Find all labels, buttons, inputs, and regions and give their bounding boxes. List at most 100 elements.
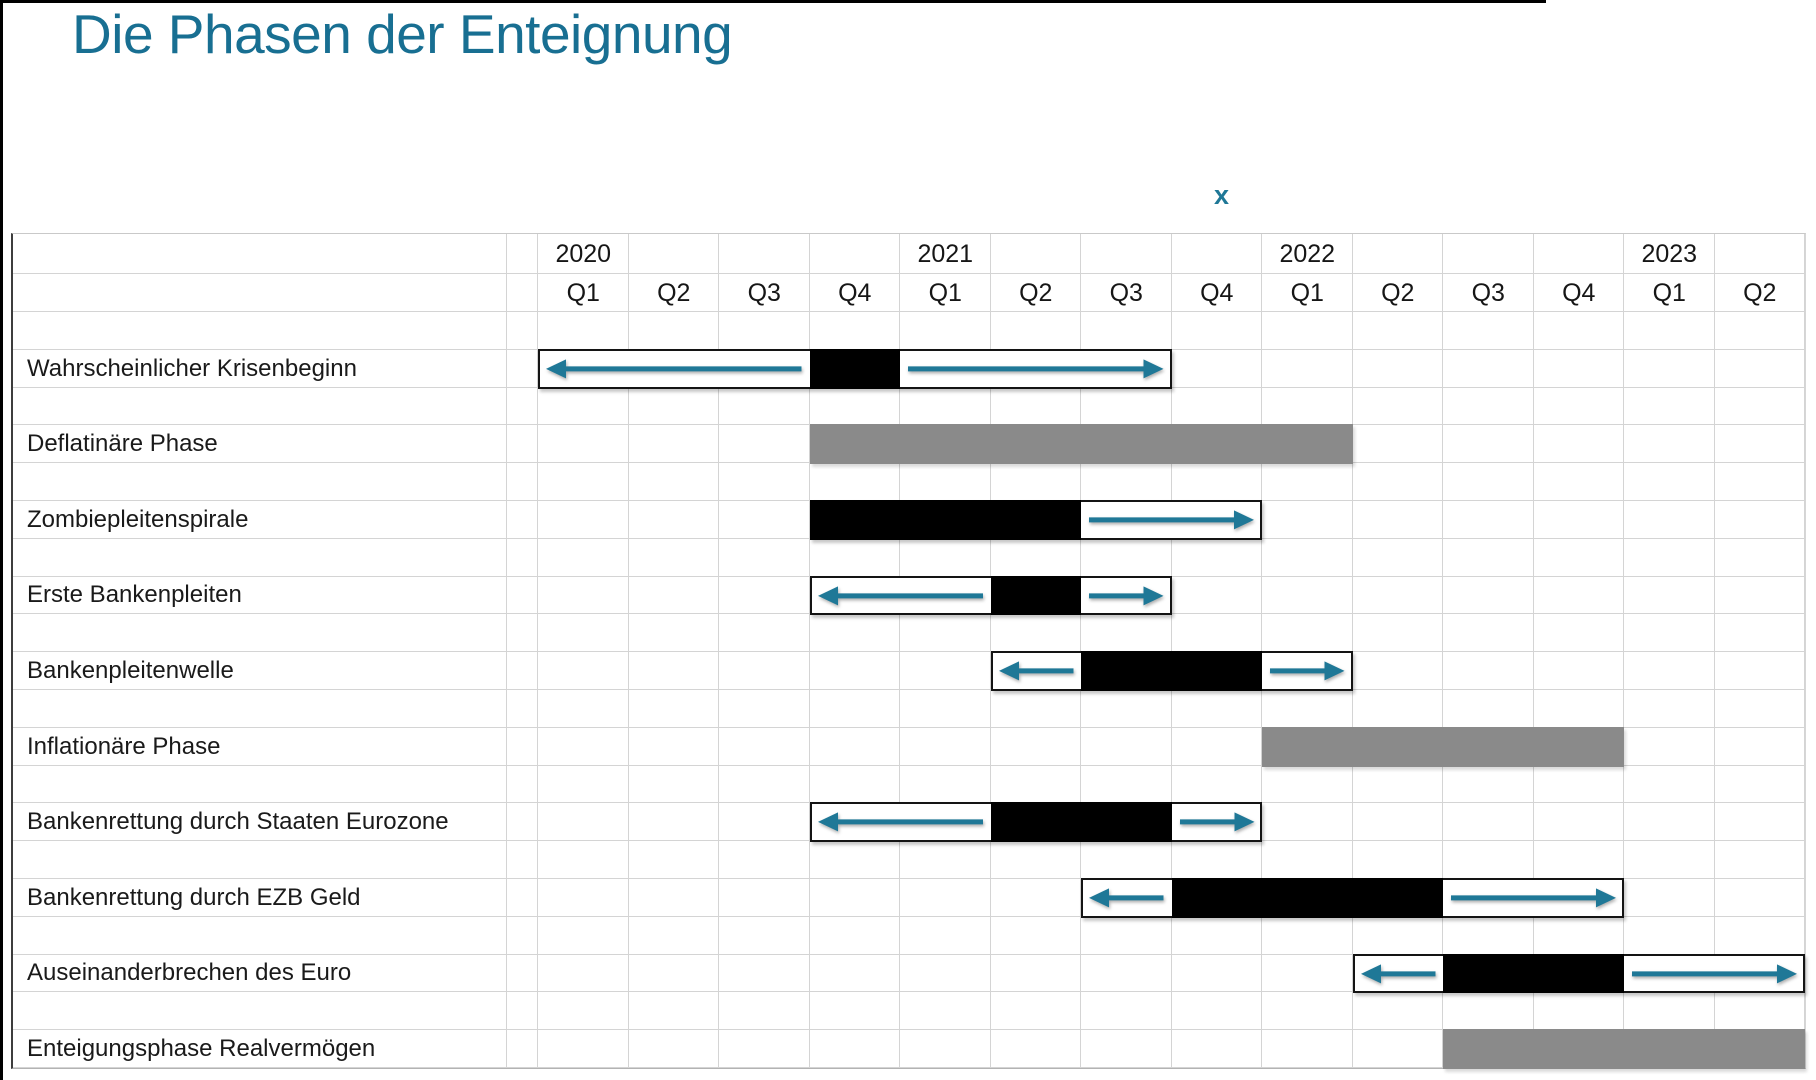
gridline-horizontal	[13, 689, 1805, 690]
gridline-horizontal	[13, 991, 1805, 993]
bar-segment-arrow-left	[810, 804, 991, 840]
right-arrow-icon	[1451, 888, 1616, 908]
quarter-header: Q3	[1471, 278, 1505, 307]
bar-segment-arrow-right	[1172, 804, 1263, 840]
row-label: Bankenrettung durch EZB Geld	[27, 883, 361, 911]
row-label: Enteigungsphase Realvermögen	[27, 1035, 376, 1063]
row-label: Zombiepleitenspirale	[27, 505, 249, 533]
row-label: Wahrscheinlicher Krisenbeginn	[27, 354, 357, 382]
quarter-header: Q1	[928, 278, 962, 307]
left-arrow-icon	[998, 661, 1073, 681]
left-arrow-icon	[546, 359, 802, 379]
quarter-header: Q1	[1290, 278, 1324, 307]
bar-segment-arrow-left	[1353, 956, 1444, 992]
year-header: 2021	[917, 239, 974, 268]
gantt-bar-outlined	[990, 651, 1353, 691]
gridline-horizontal	[13, 1029, 1805, 1031]
bar-segment-black	[809, 348, 900, 389]
bar-segment-arrow-left	[810, 578, 991, 614]
bar-segment-arrow-left	[538, 351, 810, 387]
row-label: Bankenrettung durch Staaten Eurozone	[27, 808, 449, 836]
bar-segment-arrow-right	[1081, 578, 1172, 614]
bar-segment-arrow-right	[1081, 502, 1262, 538]
gridline-horizontal	[13, 1067, 1805, 1068]
gantt-table: 2020 Q1 Q2 Q3 Q4 2021 Q1 Q2 Q3 Q4 2022 Q1 Q2 Q3 Q4 2023…	[11, 233, 1806, 1069]
gantt-bar-outlined	[1081, 878, 1624, 918]
bar-segment-arrow-left	[1081, 880, 1172, 916]
gantt-bar-gray	[809, 424, 1353, 465]
year-header: 2020	[555, 239, 612, 268]
gridline-vertical	[506, 234, 507, 1068]
gridline-vertical	[1713, 234, 1715, 1068]
bar-segment-black	[1443, 953, 1624, 994]
bar-segment-arrow-right	[1443, 880, 1624, 916]
gridline-vertical	[718, 234, 719, 1068]
left-arrow-icon	[1089, 888, 1164, 908]
gantt-bar-gray	[1262, 726, 1624, 767]
row-label: Bankenpleitenwelle	[27, 657, 234, 685]
gridline-vertical	[989, 234, 991, 1068]
gantt-bar-outlined	[809, 575, 1172, 616]
quarter-header: Q2	[657, 278, 691, 307]
quarter-header: Q3	[1109, 278, 1143, 307]
quarter-header: Q2	[1743, 278, 1777, 307]
quarter-header: Q1	[566, 278, 600, 307]
right-arrow-icon	[1632, 963, 1797, 983]
left-arrow-icon	[817, 812, 983, 832]
gridline-horizontal	[13, 273, 1805, 274]
year-header: 2023	[1641, 239, 1698, 268]
gridline-vertical	[1804, 234, 1805, 1068]
page-title: Die Phasen der Enteignung	[72, 3, 733, 65]
gridline-horizontal	[13, 651, 1805, 653]
gridline-vertical	[1351, 234, 1353, 1068]
stray-x-mark: x	[1214, 180, 1230, 210]
row-label: Inflationäre Phase	[27, 732, 221, 760]
row-label: Deflatinäre Phase	[27, 430, 218, 458]
right-arrow-icon	[908, 359, 1164, 379]
gridline-vertical	[808, 234, 810, 1068]
bar-segment-arrow-right	[1262, 653, 1353, 689]
year-header: 2022	[1279, 239, 1336, 268]
left-arrow-icon	[1360, 963, 1435, 983]
slide-frame-top	[0, 0, 1546, 3]
right-arrow-icon	[1089, 585, 1164, 605]
bar-segment-black	[1171, 878, 1443, 918]
gridline-horizontal	[13, 726, 1805, 728]
quarter-header: Q2	[1381, 278, 1415, 307]
right-arrow-icon	[1089, 510, 1254, 530]
right-arrow-icon	[1270, 661, 1345, 681]
gridline-vertical	[1261, 234, 1262, 1068]
gridline-horizontal	[13, 764, 1805, 766]
gantt-bar-outlined	[809, 500, 1262, 540]
bar-segment-black	[809, 500, 1081, 540]
row-label: Erste Bankenpleiten	[27, 581, 242, 609]
gridline-vertical	[627, 234, 629, 1068]
gantt-bar-gray	[1443, 1029, 1805, 1069]
left-arrow-icon	[817, 585, 983, 605]
gridline-vertical	[1532, 234, 1534, 1068]
gridline-vertical	[899, 234, 900, 1068]
gridline-vertical	[1442, 234, 1443, 1068]
gridline-vertical	[1080, 234, 1081, 1068]
quarter-header: Q3	[747, 278, 781, 307]
gantt-bar-outlined	[809, 802, 1263, 843]
bar-segment-arrow-right	[1624, 956, 1805, 992]
bar-segment-black	[990, 802, 1172, 843]
gridline-horizontal	[13, 311, 1805, 312]
slide-frame-left	[0, 0, 3, 1080]
bar-segment-arrow-left	[991, 653, 1082, 689]
gridline-vertical	[1623, 234, 1624, 1068]
quarter-header: Q1	[1652, 278, 1686, 307]
quarter-header: Q4	[1562, 278, 1596, 307]
bar-segment-arrow-right	[900, 351, 1172, 387]
gridline-vertical	[537, 234, 538, 1068]
right-arrow-icon	[1179, 812, 1254, 832]
gridline-horizontal	[13, 915, 1805, 917]
row-label: Auseinanderbrechen des Euro	[27, 959, 352, 987]
quarter-header: Q2	[1019, 278, 1053, 307]
bar-segment-black	[990, 575, 1081, 616]
quarter-header: Q4	[1200, 278, 1234, 307]
gridline-horizontal	[13, 878, 1805, 879]
bar-segment-black	[1081, 651, 1262, 691]
quarter-header: Q4	[838, 278, 872, 307]
